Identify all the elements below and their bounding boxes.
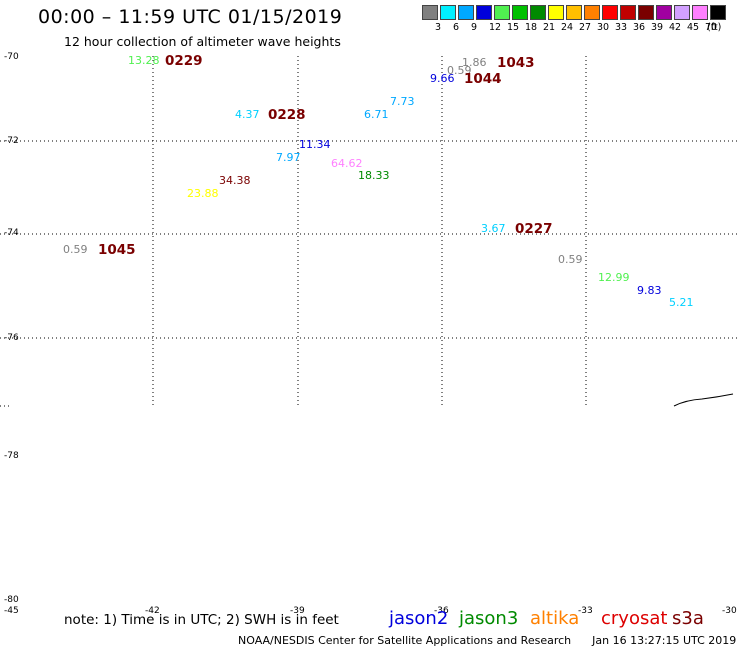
- lon-label-30: -30: [722, 606, 737, 616]
- legend-swatch: [530, 5, 546, 20]
- legend-value: 3: [435, 22, 442, 33]
- lat-label-80: -80: [4, 595, 19, 605]
- pass-time-label: 1044: [464, 71, 502, 87]
- footnote-text: note: 1) Time is in UTC; 2) SWH is in fe…: [64, 612, 339, 628]
- legend-swatch: [494, 5, 510, 20]
- legend-value: 45: [687, 22, 700, 33]
- legend-swatch: [674, 5, 690, 20]
- satellite-label: cryosat: [601, 608, 668, 629]
- legend-swatch: [656, 5, 672, 20]
- wave-height-value: 18.33: [358, 169, 390, 182]
- lon-label-39: -39: [290, 606, 305, 616]
- legend-value: 15: [507, 22, 520, 33]
- legend-unit: (ft): [707, 22, 722, 33]
- pass-time-label: 1045: [98, 242, 136, 258]
- wave-height-value: 7.73: [390, 95, 415, 108]
- wave-height-value: 9.83: [637, 284, 662, 297]
- legend-value: 36: [633, 22, 646, 33]
- legend-value: 30: [597, 22, 610, 33]
- wave-height-value: 0.59: [63, 243, 88, 256]
- lon-label-45: -45: [4, 606, 19, 616]
- wave-height-value: 11.34: [299, 138, 331, 151]
- map-title: 00:00 – 11:59 UTC 01/15/2019: [38, 6, 343, 28]
- credit-text: NOAA/NESDIS Center for Satellite Applica…: [238, 634, 572, 647]
- legend-swatch: [620, 5, 636, 20]
- wave-height-value: 64.62: [331, 157, 363, 170]
- legend-swatch: [548, 5, 564, 20]
- wave-height-value: 7.97: [276, 151, 301, 164]
- legend-swatch: [422, 5, 438, 20]
- lat-label-74: -74: [4, 228, 19, 238]
- legend-swatch: [512, 5, 528, 20]
- wave-height-value: 34.38: [219, 174, 251, 187]
- generated-timestamp: Jan 16 13:27:15 UTC 2019: [592, 634, 737, 647]
- lat-label-70: -70: [4, 52, 19, 62]
- legend-swatch: [710, 5, 726, 20]
- wave-height-value: 6.71: [364, 108, 389, 121]
- wave-height-value: 3.67: [481, 222, 506, 235]
- legend-swatch: [458, 5, 474, 20]
- credit-line: NOAA/NESDIS Center for Satellite Applica…: [238, 634, 736, 647]
- legend-value: 18: [525, 22, 538, 33]
- legend-value: 39: [651, 22, 664, 33]
- legend-value: 21: [543, 22, 556, 33]
- legend-value: 6: [453, 22, 460, 33]
- satellite-label: s3a: [672, 608, 704, 629]
- legend-value: 27: [579, 22, 592, 33]
- lat-label-72: -72: [4, 136, 19, 146]
- legend-swatch: [440, 5, 456, 20]
- legend-swatch: [692, 5, 708, 20]
- wave-height-value: 23.88: [187, 187, 219, 200]
- wave-height-value: 4.37: [235, 108, 260, 121]
- legend-swatch: [566, 5, 582, 20]
- legend-swatch: [638, 5, 654, 20]
- legend-value: 42: [669, 22, 682, 33]
- lat-label-78: -78: [4, 451, 19, 461]
- wave-height-value: 0.59: [447, 64, 472, 77]
- legend-value: 33: [615, 22, 628, 33]
- pass-time-label: 0228: [268, 107, 306, 123]
- lon-label-36: -36: [434, 606, 449, 616]
- legend-swatch: [584, 5, 600, 20]
- lat-label-76: -76: [4, 333, 19, 343]
- legend-swatch: [476, 5, 492, 20]
- legend-swatch: [602, 5, 618, 20]
- wave-height-value: 5.21: [669, 296, 694, 309]
- wave-height-value: 1.86: [462, 56, 487, 69]
- wave-height-value: 9.66: [430, 72, 455, 85]
- map-subtitle: 12 hour collection of altimeter wave hei…: [64, 34, 341, 49]
- wave-height-value: 12.99: [598, 271, 630, 284]
- pass-time-label: 1043: [497, 55, 535, 71]
- satellite-label: jason3: [459, 608, 519, 629]
- lon-label-42: -42: [145, 606, 160, 616]
- satellite-label: jason2: [389, 608, 449, 629]
- lon-label-33: -33: [578, 606, 593, 616]
- legend-value: 9: [471, 22, 478, 33]
- coastline: [673, 393, 734, 407]
- pass-time-label: 0227: [515, 221, 553, 237]
- wave-height-value: 0.59: [558, 253, 583, 266]
- pass-time-label: 0229: [165, 53, 203, 69]
- legend-value: 70: [705, 22, 718, 33]
- wave-height-value: 13.28: [128, 54, 160, 67]
- satellite-label: altika: [530, 608, 580, 629]
- legend-value: 24: [561, 22, 574, 33]
- legend-value: 12: [489, 22, 502, 33]
